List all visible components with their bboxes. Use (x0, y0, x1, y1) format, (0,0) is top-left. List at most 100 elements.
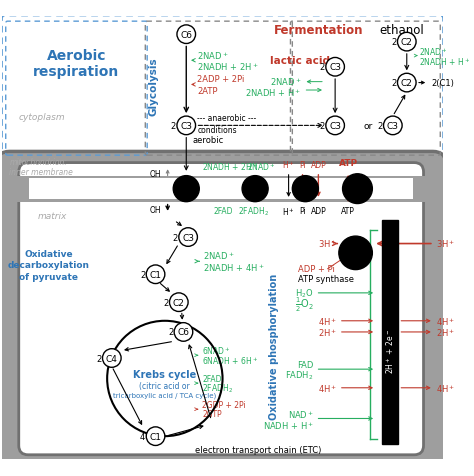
Text: 2FADH$_2$: 2FADH$_2$ (202, 382, 233, 394)
Text: aerobic: aerobic (193, 136, 224, 145)
Text: 2GTP: 2GTP (202, 409, 222, 418)
Text: 2(C1): 2(C1) (431, 79, 454, 88)
Text: Krebs cycle: Krebs cycle (133, 369, 196, 379)
Circle shape (398, 33, 416, 52)
Text: NAD$^+$: NAD$^+$ (288, 408, 314, 420)
Bar (382, 221, 399, 444)
Text: 2NAD$^+$: 2NAD$^+$ (270, 77, 301, 89)
Text: FADH$_2$: FADH$_2$ (285, 369, 314, 381)
Text: 2H$^+$: 2H$^+$ (436, 327, 455, 338)
Text: 2GDP + 2Pi: 2GDP + 2Pi (202, 400, 246, 409)
Text: Oxidative
decarboxylation
of pyruvate: Oxidative decarboxylation of pyruvate (8, 250, 90, 281)
Text: lactic acid: lactic acid (270, 56, 330, 66)
Text: 2ATP: 2ATP (197, 86, 218, 95)
Text: 2NADH + H$^+$: 2NADH + H$^+$ (419, 56, 470, 68)
Text: cytoplasm: cytoplasm (19, 112, 65, 121)
Text: 2NAD$^+$: 2NAD$^+$ (203, 250, 235, 262)
Text: --- anaerobic ---: --- anaerobic --- (197, 114, 256, 123)
Text: 4H$^+$: 4H$^+$ (436, 382, 455, 394)
Text: 2: 2 (171, 122, 176, 130)
Text: C2: C2 (401, 38, 413, 47)
Text: ethanol: ethanol (380, 24, 425, 37)
Text: 2: 2 (392, 79, 397, 88)
Text: 2NADH + 4H$^+$: 2NADH + 4H$^+$ (203, 261, 264, 273)
Text: ATP: ATP (338, 159, 358, 168)
Text: ADP: ADP (310, 160, 326, 169)
Text: NADH + H$^+$: NADH + H$^+$ (263, 419, 314, 431)
Text: H$_2$O: H$_2$O (295, 287, 314, 299)
Circle shape (173, 176, 199, 202)
Text: mitochondrion:
inner membrane: mitochondrion: inner membrane (9, 157, 73, 177)
Text: 2NAD$^+$: 2NAD$^+$ (419, 46, 447, 58)
Text: H$^+$: H$^+$ (282, 206, 295, 218)
Text: 4H$^+$: 4H$^+$ (318, 315, 337, 327)
Text: C2: C2 (173, 298, 185, 307)
Text: C2: C2 (401, 79, 413, 88)
Text: matrix: matrix (37, 212, 67, 221)
Text: 2H$^+$: 2H$^+$ (318, 327, 337, 338)
Circle shape (292, 176, 319, 202)
Text: 2: 2 (319, 63, 325, 72)
Text: 2NADH + H$^+$: 2NADH + H$^+$ (245, 87, 301, 99)
Text: 2: 2 (173, 233, 178, 242)
Text: 2NAD$^+$: 2NAD$^+$ (197, 50, 229, 61)
Text: H$^+$: H$^+$ (282, 159, 295, 171)
Circle shape (177, 117, 196, 135)
Circle shape (177, 26, 196, 44)
Text: 4H$^+$: 4H$^+$ (318, 382, 337, 394)
Text: $\frac{1}{2}$O$_2$: $\frac{1}{2}$O$_2$ (295, 295, 314, 314)
Circle shape (339, 237, 373, 270)
Text: C6: C6 (177, 328, 190, 337)
Text: C4: C4 (106, 354, 118, 363)
Circle shape (398, 74, 416, 93)
Text: C6: C6 (180, 30, 192, 40)
Circle shape (326, 117, 345, 135)
Text: OH: OH (150, 170, 161, 179)
Text: Aerobic
respiration: Aerobic respiration (33, 49, 119, 79)
Text: Pi: Pi (299, 207, 306, 216)
FancyBboxPatch shape (19, 163, 424, 455)
Text: conditions: conditions (197, 125, 237, 134)
Text: OH: OH (150, 205, 161, 214)
Text: C3: C3 (329, 122, 341, 130)
Text: 2: 2 (377, 122, 383, 130)
Text: 2ADP + 2Pi: 2ADP + 2Pi (197, 75, 245, 84)
Text: Oxidative phosphorylation: Oxidative phosphorylation (269, 273, 279, 419)
Text: (citric acid or: (citric acid or (139, 382, 190, 391)
Text: 3H$^+$: 3H$^+$ (436, 238, 455, 250)
FancyBboxPatch shape (10, 176, 432, 202)
Circle shape (146, 266, 165, 284)
Text: 2FAD: 2FAD (214, 207, 233, 216)
Text: C3: C3 (180, 122, 192, 130)
Text: electron transport chain (ETC): electron transport chain (ETC) (195, 445, 321, 454)
Text: Fermentation: Fermentation (273, 24, 363, 37)
Text: 4: 4 (140, 432, 146, 441)
Circle shape (174, 323, 193, 342)
Text: tricarboxylic acid / TCA cycle): tricarboxylic acid / TCA cycle) (113, 392, 217, 398)
Text: ATP: ATP (341, 207, 355, 216)
Text: 3H$^+$: 3H$^+$ (319, 238, 337, 250)
Text: 2: 2 (164, 298, 169, 307)
Circle shape (179, 228, 197, 247)
Text: 2: 2 (392, 38, 397, 47)
Circle shape (383, 117, 402, 135)
Text: 6NADH + 6H$^+$: 6NADH + 6H$^+$ (202, 354, 258, 366)
Circle shape (242, 176, 268, 202)
Text: 6NAD$^+$: 6NAD$^+$ (202, 345, 231, 357)
Circle shape (326, 59, 345, 77)
Text: 2FADH$_2$: 2FADH$_2$ (238, 205, 269, 218)
Text: ADP: ADP (310, 207, 326, 216)
Circle shape (170, 293, 188, 312)
Text: ADP + Pi: ADP + Pi (298, 265, 335, 274)
Text: Glycolysis: Glycolysis (149, 57, 159, 116)
Text: 2: 2 (168, 328, 173, 337)
Text: 2NAD$^+$: 2NAD$^+$ (247, 161, 275, 173)
Circle shape (146, 427, 165, 446)
Text: 2NADH + 2H$^+$: 2NADH + 2H$^+$ (197, 61, 259, 72)
Text: 2NADH + 2H$^+$: 2NADH + 2H$^+$ (202, 161, 258, 173)
Text: 2H$^+$ + 2e$^-$: 2H$^+$ + 2e$^-$ (384, 328, 396, 374)
Text: C3: C3 (182, 233, 194, 242)
FancyBboxPatch shape (29, 179, 413, 199)
Text: 4H$^+$: 4H$^+$ (436, 315, 455, 327)
Circle shape (343, 174, 373, 204)
